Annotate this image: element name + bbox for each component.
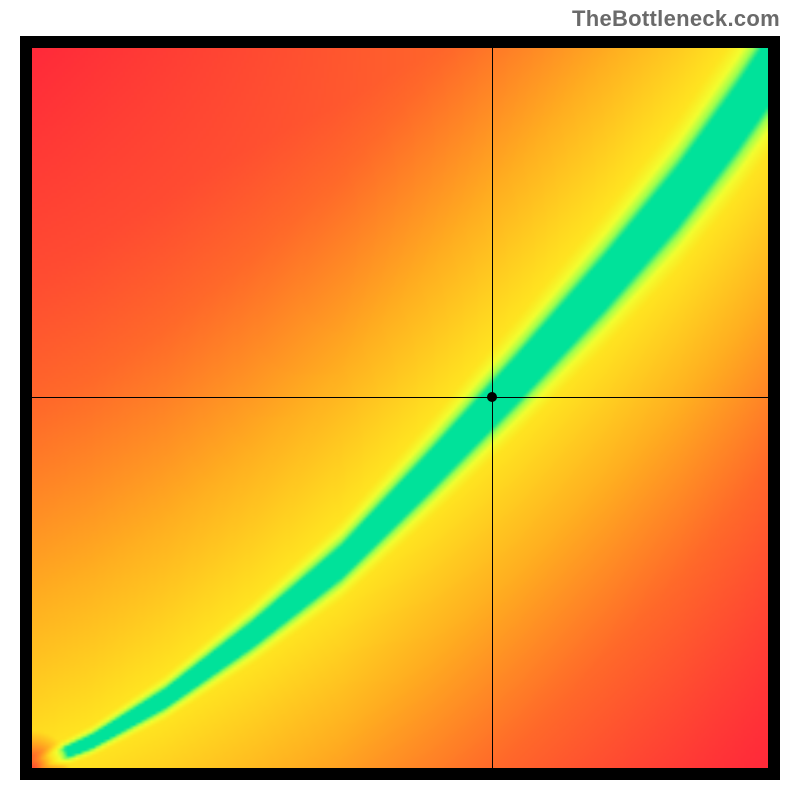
bottleneck-heatmap <box>32 48 768 768</box>
plot-frame <box>20 36 780 780</box>
plot-area <box>32 48 768 768</box>
chart-container: TheBottleneck.com <box>0 0 800 800</box>
crosshair-vertical <box>492 48 493 768</box>
marker-dot <box>487 392 497 402</box>
watermark-text: TheBottleneck.com <box>572 6 780 32</box>
crosshair-horizontal <box>32 397 768 398</box>
